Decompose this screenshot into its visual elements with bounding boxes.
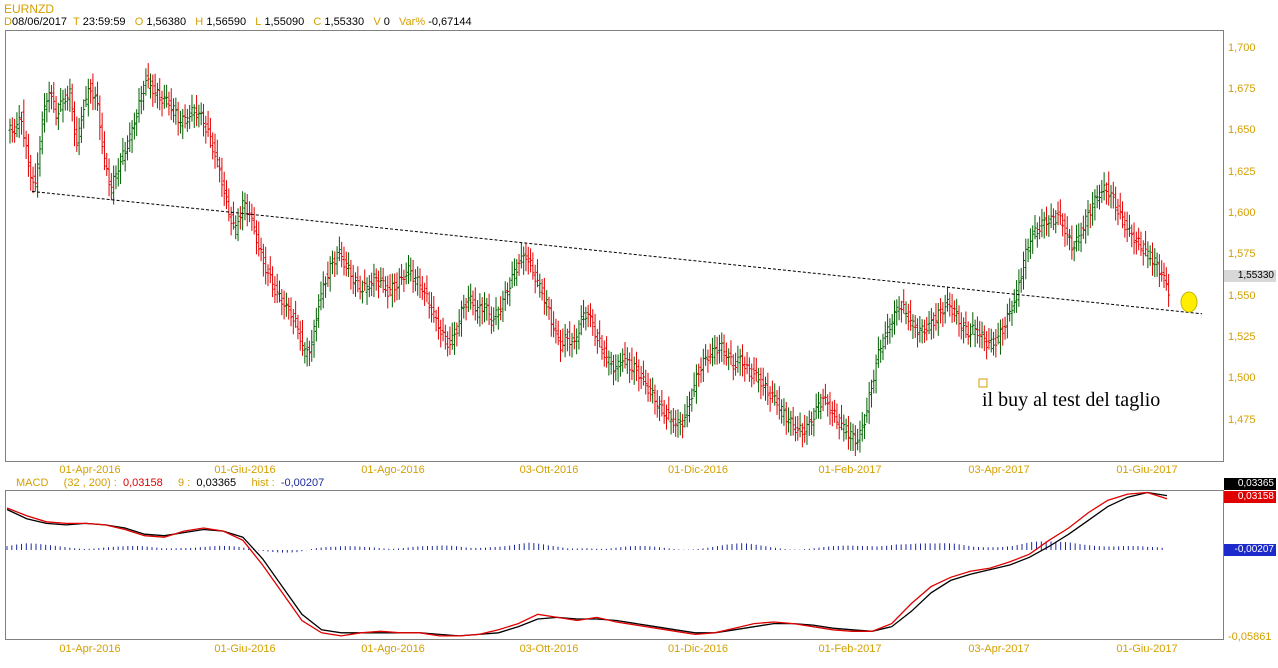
annotation-text: il buy al test del taglio [982, 389, 1160, 411]
macd-line [6, 491, 1168, 637]
open-value: 1,56380 [146, 16, 187, 28]
last-price-tag: 1,55330 [1224, 270, 1276, 282]
signal-tag: 0,03365 [1224, 478, 1276, 490]
x-tick-label: 01-Feb-2017 [818, 643, 882, 655]
macd-title: MACD [16, 477, 49, 489]
x-tick-label: 03-Apr-2017 [968, 643, 1030, 655]
high-label: H [195, 16, 204, 28]
y-tick-label: 1,575 [1228, 248, 1256, 261]
macd-x-axis: 01-Apr-2016 01-Giu-2016 01-Ago-2016 03-Ott-… [0, 643, 1230, 657]
hist-value: -0,00207 [280, 477, 325, 489]
x-tick-label: 01-Apr-2016 [59, 643, 121, 655]
symbol-title: EURNZD [4, 2, 54, 16]
high-value: 1,56590 [206, 16, 247, 28]
x-tick-label: 01-Apr-2016 [59, 464, 121, 476]
var-value: -0,67144 [428, 16, 472, 28]
price-chart-svg: il buy al test del taglio [8, 63, 1203, 457]
date-value: 08/06/2017 [11, 16, 68, 28]
y-tick-label: 1,475 [1228, 413, 1256, 426]
signal-label: 9 : [178, 477, 191, 489]
macd-chart-panel[interactable] [5, 490, 1224, 640]
x-tick-label: 03-Ott-2016 [519, 643, 579, 655]
x-tick-label: 01-Giu-2016 [214, 464, 276, 476]
low-value: 1,55090 [264, 16, 305, 28]
x-tick-label: 01-Giu-2016 [214, 643, 276, 655]
x-tick-label: 01-Giu-2017 [1116, 643, 1178, 655]
hist-label: hist : [251, 477, 275, 489]
x-tick-label: 01-Dic-2016 [668, 643, 728, 655]
macd-tag: 0,03158 [1224, 491, 1276, 503]
hist-tag: -0,00207 [1224, 544, 1276, 556]
macd-chart-svg [6, 491, 1168, 637]
y-tick-label: 1,675 [1228, 82, 1256, 95]
low-label: L [255, 16, 262, 28]
time-label: T [72, 16, 80, 28]
volume-label: V [373, 16, 381, 28]
close-label: C [313, 16, 322, 28]
x-tick-label: 03-Apr-2017 [968, 464, 1030, 476]
x-tick-label: 01-Giu-2017 [1116, 464, 1178, 476]
x-tick-label: 01-Ago-2016 [361, 643, 425, 655]
y-tick-label: 1,650 [1228, 124, 1256, 137]
y-tick-label: 1,500 [1228, 372, 1256, 385]
var-label: Var% [399, 16, 426, 28]
signal-line [6, 491, 1168, 637]
macd-legend: MACD (32 , 200) : 0,03158 9 : 0,03365 hi… [16, 477, 324, 489]
volume-value: 0 [383, 16, 390, 28]
y-tick-label: 1,550 [1228, 289, 1256, 302]
yellow-circle-marker [1180, 291, 1198, 313]
x-tick-label: 01-Dic-2016 [668, 464, 728, 476]
signal-value: 0,03365 [196, 477, 237, 489]
macd-min-label: -0,05861 [1228, 631, 1272, 643]
x-tick-label: 01-Ago-2016 [361, 464, 425, 476]
time-value: 23:59:59 [82, 16, 126, 28]
annotation-handle [978, 378, 988, 388]
macd-params: (32 , 200) : [63, 477, 117, 489]
x-tick-label: 03-Ott-2016 [519, 464, 579, 476]
price-chart-panel[interactable]: il buy al test del taglio [5, 30, 1224, 462]
y-tick-label: 1,600 [1228, 206, 1256, 219]
close-value: 1,55330 [324, 16, 365, 28]
open-label: O [134, 16, 144, 28]
price-x-axis: 01-Apr-2016 01-Giu-2016 01-Ago-2016 03-Ott-… [0, 464, 1230, 478]
y-tick-label: 1,525 [1228, 330, 1256, 343]
y-tick-label: 1,700 [1228, 41, 1256, 54]
ohlc-info-bar: D08/06/2017 T 23:59:59 O 1,56380 H 1,565… [4, 16, 472, 28]
x-tick-label: 01-Feb-2017 [818, 464, 882, 476]
y-tick-label: 1,625 [1228, 165, 1256, 178]
macd-value: 0,03158 [123, 477, 163, 489]
date-label: D [4, 16, 12, 28]
trendline [31, 190, 1203, 315]
